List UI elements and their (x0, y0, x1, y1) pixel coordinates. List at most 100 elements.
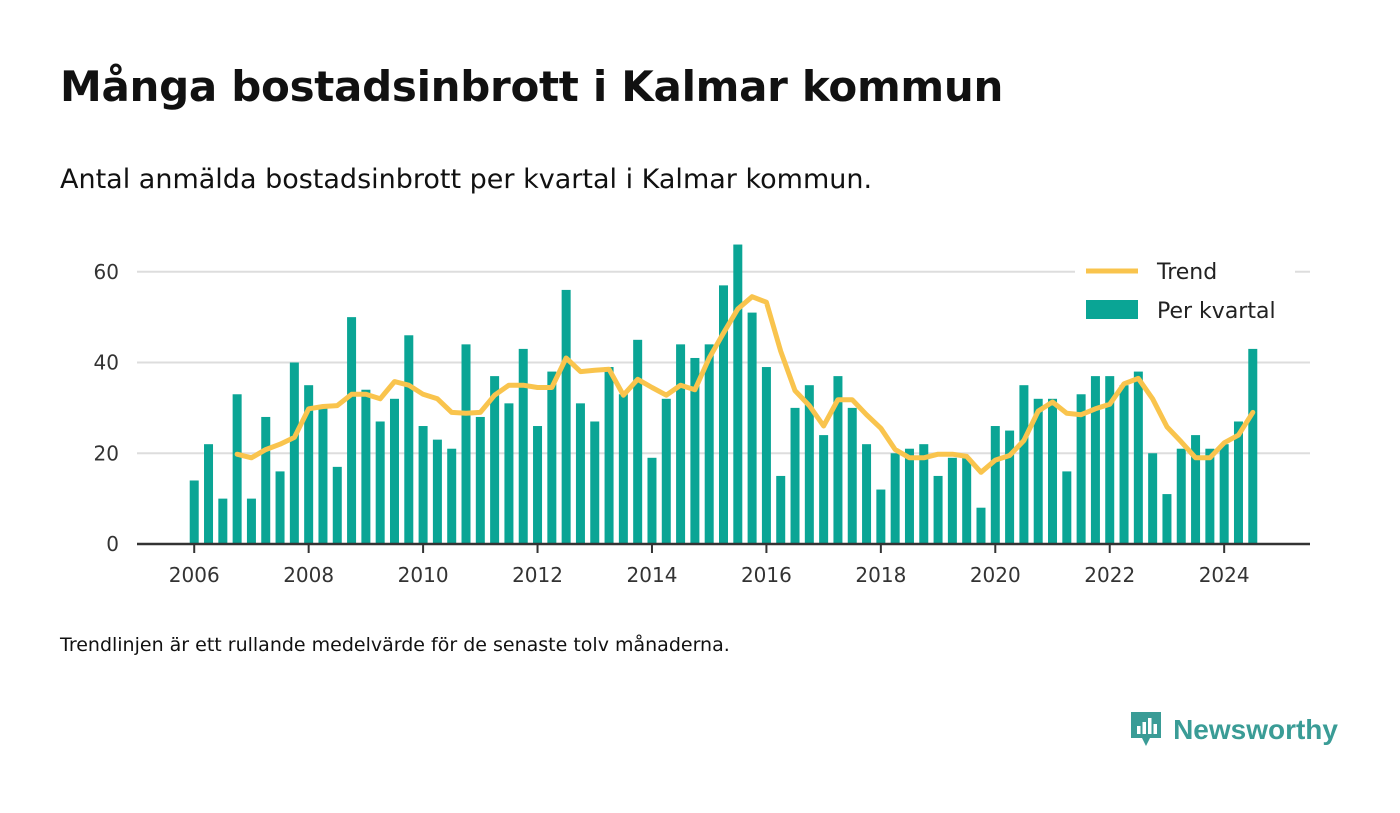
bar (590, 421, 600, 544)
bar (289, 362, 299, 544)
bar (604, 367, 614, 544)
legend-trend-label: Trend (1156, 260, 1217, 285)
bar (862, 444, 872, 544)
bar (318, 407, 328, 544)
bar (719, 285, 728, 544)
bar (876, 489, 886, 544)
bar (232, 394, 242, 544)
bar (389, 398, 399, 544)
bar (361, 389, 371, 544)
x-tick-label: 2024 (1199, 563, 1250, 587)
bar (1062, 471, 1072, 544)
bar (676, 344, 686, 544)
footnote: Trendlinjen är ett rullande medelvärde f… (60, 634, 730, 656)
bar (904, 448, 914, 544)
bar (776, 475, 786, 544)
bar (1248, 348, 1258, 544)
bar (933, 475, 943, 544)
bar (304, 385, 314, 544)
bar (275, 471, 285, 544)
bar (976, 507, 986, 544)
bar (418, 426, 428, 544)
bar (1119, 385, 1129, 544)
bar (1090, 376, 1100, 544)
bar (1133, 371, 1143, 544)
bar (518, 348, 528, 544)
bar (246, 498, 256, 544)
bar (847, 407, 857, 544)
bar (1005, 430, 1015, 544)
axes: 0 20 40 60 2006 2008 2010 2012 2014 2016 2018 2020 2… (94, 260, 1310, 587)
x-tick-label: 2022 (1084, 563, 1135, 587)
legend-bar-swatch (1086, 300, 1138, 319)
bar (432, 439, 442, 544)
bar (1205, 448, 1215, 544)
bar (747, 312, 757, 544)
bar (1233, 421, 1243, 544)
bar (332, 466, 342, 544)
bar (347, 317, 357, 544)
quarterly-burglary-chart: 0 20 40 60 2006 2008 2010 2012 2014 2016 2018 2020 2… (94, 244, 1310, 587)
x-tick-label: 2010 (398, 563, 449, 587)
bar (533, 426, 543, 544)
x-tick-label: 2008 (283, 563, 334, 587)
x-tick-label: 2012 (512, 563, 563, 587)
bar (633, 339, 643, 544)
bar (833, 376, 843, 544)
bar (661, 398, 671, 544)
y-tick-label: 0 (106, 532, 119, 556)
bar (1162, 494, 1172, 544)
bar (1033, 398, 1043, 544)
bar (1076, 394, 1086, 544)
x-tick-label: 2020 (970, 563, 1021, 587)
bar (947, 457, 957, 544)
chart-title: Många bostadsinbrott i Kalmar kommun (60, 62, 1004, 111)
x-tick-label: 2006 (169, 563, 220, 587)
x-tick-label: 2016 (741, 563, 792, 587)
bar (575, 403, 585, 544)
bar (704, 344, 714, 544)
trend-line (234, 294, 1256, 475)
bar (819, 435, 829, 544)
bar (990, 426, 1000, 544)
bar (790, 407, 800, 544)
bar (1048, 398, 1058, 544)
bar (1148, 453, 1158, 544)
bar (890, 453, 900, 544)
bar (189, 480, 199, 544)
bar (490, 376, 500, 544)
bar (204, 444, 214, 544)
legend: Trend Per kvartal (1075, 254, 1295, 328)
y-tick-label: 60 (94, 260, 119, 284)
bar (1019, 385, 1029, 544)
bar (218, 498, 228, 544)
y-tick-label: 40 (94, 351, 119, 375)
x-tick-label: 2018 (855, 563, 906, 587)
bar (618, 394, 628, 544)
bar (504, 403, 514, 544)
bar (1176, 448, 1186, 544)
bar (1219, 444, 1229, 544)
bar (804, 385, 814, 544)
bar (962, 457, 972, 544)
y-tick-label: 20 (94, 441, 119, 465)
bar (447, 448, 457, 544)
newsworthy-logo-icon (1131, 712, 1162, 746)
legend-bar-label: Per kvartal (1157, 299, 1276, 324)
bar (690, 357, 700, 544)
bar (547, 371, 557, 544)
x-tick-label: 2014 (627, 563, 678, 587)
bar (404, 335, 414, 544)
brand-name: Newsworthy (1173, 714, 1338, 745)
bar (461, 344, 471, 544)
bar (261, 416, 271, 544)
bar (761, 367, 771, 544)
brand-logo: Newsworthy (1129, 710, 1338, 750)
bar (1105, 376, 1115, 544)
bar (919, 444, 929, 544)
bar (1191, 435, 1201, 544)
chart-subtitle: Antal anmälda bostadsinbrott per kvartal… (60, 164, 873, 195)
bars-per-quarter (189, 244, 1258, 545)
bar (647, 457, 657, 544)
bar (375, 421, 385, 544)
